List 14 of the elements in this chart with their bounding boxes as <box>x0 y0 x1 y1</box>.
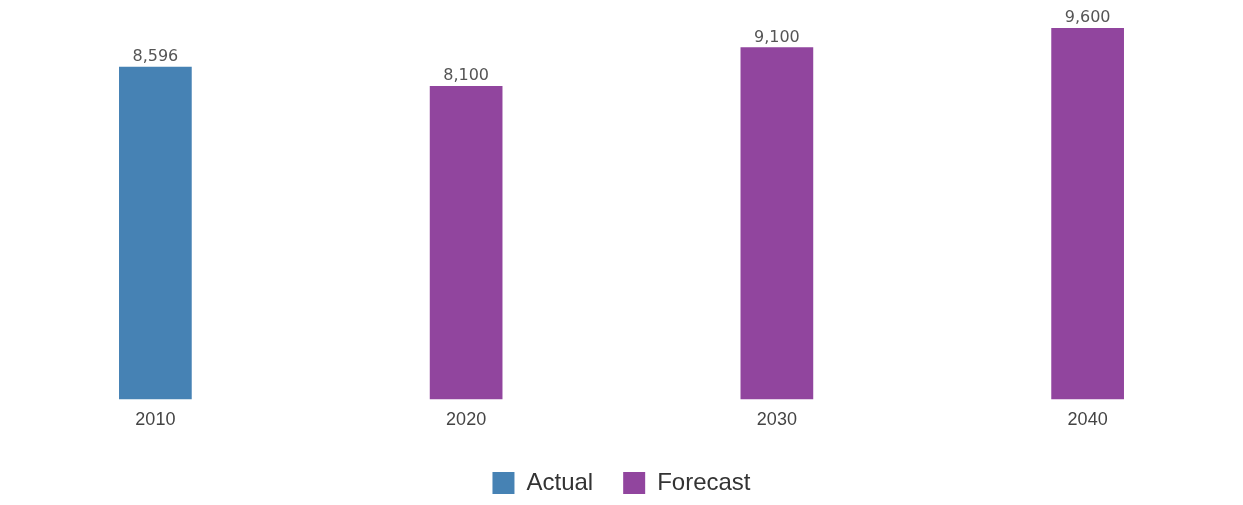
legend-label: Actual <box>526 467 594 495</box>
data-label: 9,600 <box>1064 7 1111 27</box>
data-label: 8,100 <box>443 65 490 85</box>
bar <box>429 86 503 400</box>
bar <box>1051 28 1124 400</box>
x-tick-label: 2020 <box>446 409 487 430</box>
x-tick-label: 2010 <box>135 409 176 430</box>
data-label: 8,596 <box>132 46 179 65</box>
bar <box>119 66 192 400</box>
x-tick-label: 2030 <box>756 409 797 430</box>
bar <box>740 47 814 400</box>
legend-label: Forecast <box>657 467 751 495</box>
data-label: 9,100 <box>753 26 800 46</box>
x-tick-label: 2040 <box>1067 409 1108 430</box>
